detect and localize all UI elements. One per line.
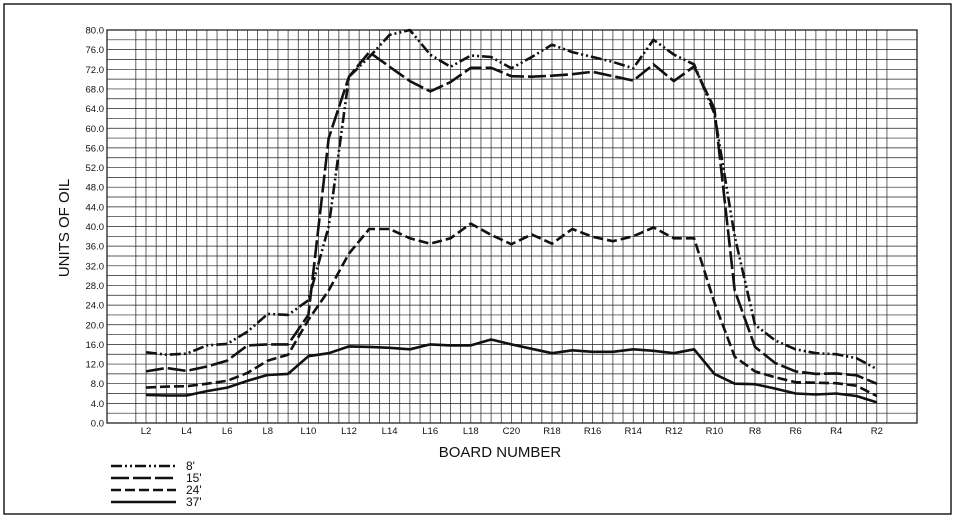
x-tick-label: R4 <box>830 426 842 437</box>
y-tick-label: 0.0 <box>91 419 104 430</box>
legend-label-2: 15' <box>186 471 202 485</box>
x-tick-label: L10 <box>300 426 316 437</box>
series-line-4 <box>145 338 878 404</box>
x-tick-label: R8 <box>749 426 761 437</box>
y-tick-label: 52.0 <box>86 163 105 174</box>
y-tick-label: 68.0 <box>86 84 105 95</box>
x-tick-labels: L2 L4 L6 L8 L10 L12 L14 L16 L18 C20 R18 R16 R14 R12 R1… <box>141 426 883 437</box>
x-tick-label: L18 <box>463 426 479 437</box>
y-tick-label: 20.0 <box>86 320 105 331</box>
x-tick-label: C20 <box>503 426 520 437</box>
x-axis-title: BOARD NUMBER <box>439 444 562 461</box>
y-tick-label: 64.0 <box>86 104 105 115</box>
y-tick-label: 16.0 <box>86 340 105 351</box>
y-tick-label: 28.0 <box>86 281 105 292</box>
x-tick-label: L6 <box>222 426 233 437</box>
y-tick-label: 24.0 <box>86 301 105 312</box>
x-tick-label: R2 <box>871 426 883 437</box>
y-tick-label: 12.0 <box>86 360 105 371</box>
legend-label-3: 24' <box>186 483 202 497</box>
x-tick-label: L8 <box>263 426 274 437</box>
y-tick-label: 32.0 <box>86 261 105 272</box>
x-tick-label: L2 <box>141 426 152 437</box>
x-tick-label: R14 <box>624 426 641 437</box>
x-tick-label: L12 <box>341 426 357 437</box>
x-tick-label: R10 <box>706 426 723 437</box>
legend: 8'15'24'37' <box>111 459 202 509</box>
grid <box>107 30 917 423</box>
x-tick-label: L16 <box>422 426 438 437</box>
legend-label-1: 8' <box>186 459 195 473</box>
series-lines <box>145 28 878 404</box>
series-line-2 <box>145 50 878 385</box>
y-tick-label: 80.0 <box>86 26 105 37</box>
y-tick-label: 8.0 <box>91 379 104 390</box>
series-line-1 <box>145 28 878 371</box>
outer-frame <box>3 3 952 515</box>
y-tick-label: 40.0 <box>86 222 105 233</box>
series-line-3 <box>145 222 878 398</box>
y-tick-label: 76.0 <box>86 45 105 56</box>
y-tick-label: 36.0 <box>86 242 105 253</box>
y-tick-label: 72.0 <box>86 65 105 76</box>
x-tick-label: R12 <box>665 426 682 437</box>
y-tick-label: 48.0 <box>86 183 105 194</box>
x-tick-label: R18 <box>543 426 560 437</box>
y-tick-label: 56.0 <box>86 143 105 154</box>
y-tick-label: 60.0 <box>86 124 105 135</box>
legend-label-4: 37' <box>186 495 202 509</box>
x-tick-label: R16 <box>584 426 601 437</box>
y-tick-label: 4.0 <box>91 399 104 410</box>
y-tick-label: 44.0 <box>86 202 105 213</box>
x-tick-label: L14 <box>382 426 398 437</box>
y-tick-labels: 0.0 4.0 8.0 12.0 16.0 20.0 24.0 28.0 32.0 36.0 40.… <box>86 26 105 430</box>
x-tick-label: R6 <box>790 426 802 437</box>
y-axis-title: UNITS OF OIL <box>56 179 73 277</box>
x-tick-label: L4 <box>181 426 192 437</box>
